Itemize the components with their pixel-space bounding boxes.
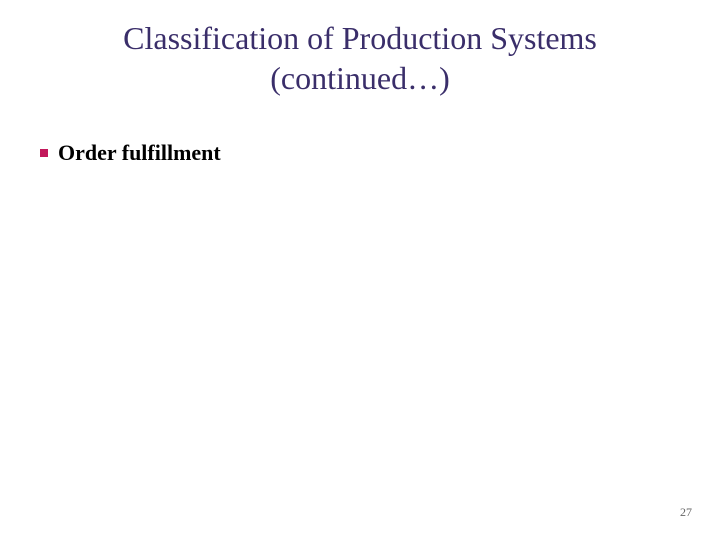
square-bullet-icon (40, 149, 48, 157)
page-number: 27 (680, 505, 692, 520)
title-line-1: Classification of Production Systems (0, 18, 720, 58)
slide: Classification of Production Systems (co… (0, 0, 720, 540)
title-line-2: (continued…) (0, 58, 720, 98)
slide-content: Order fulfillment (40, 140, 221, 166)
bullet-text: Order fulfillment (58, 140, 221, 166)
slide-title: Classification of Production Systems (co… (0, 0, 720, 98)
bullet-item: Order fulfillment (40, 140, 221, 166)
